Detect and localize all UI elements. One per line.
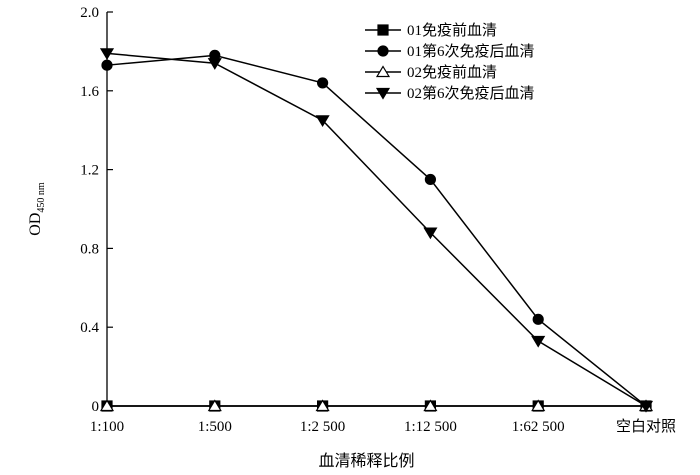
legend: 01免疫前血清 01第6次免疫后血清 02免疫前血清 02第6次免疫后血清	[365, 22, 535, 102]
data-point	[315, 115, 330, 128]
axes	[106, 12, 646, 407]
y-tick-label: 2.0	[80, 5, 99, 21]
legend-label: 01第6次免疫后血清	[407, 42, 535, 60]
data-point	[423, 399, 438, 412]
x-tick-label: 1:2 500	[300, 419, 345, 435]
data-point	[531, 335, 546, 348]
y-tick-label: 1.2	[80, 163, 99, 179]
legend-marker	[375, 65, 391, 78]
legend-label: 02免疫前血清	[407, 64, 497, 81]
data-point	[99, 48, 115, 61]
legend-marker	[375, 87, 391, 100]
series-2	[101, 49, 652, 412]
legend-label: 01免疫前血清	[407, 22, 497, 39]
data-point	[99, 399, 115, 412]
data-point	[532, 313, 544, 325]
y-tick-label: 0.4	[80, 320, 99, 336]
data-point	[638, 400, 654, 413]
data-point	[207, 399, 222, 412]
y-axis-title-subscript: 450 nm	[36, 182, 47, 213]
x-tick-label: 1:100	[90, 419, 124, 435]
data-point	[101, 59, 113, 71]
data-point	[315, 399, 330, 412]
legend-item: 02第6次免疫后血清	[365, 84, 535, 102]
y-axis-title: OD450 nm	[27, 182, 47, 236]
y-axis-ticks: 0 0.4 0.8 1.2 1.6 2.0	[80, 5, 113, 415]
y-axis-title-main: OD	[27, 213, 44, 236]
series-3	[99, 399, 654, 412]
y-tick-label: 0.8	[80, 241, 99, 257]
legend-marker	[377, 24, 389, 36]
data-point	[207, 58, 222, 70]
data-point	[531, 399, 546, 412]
data-point	[423, 227, 438, 240]
legend-label: 02第6次免疫后血清	[407, 84, 535, 102]
x-tick-label: 空白对照	[616, 418, 676, 435]
y-tick-label: 1.6	[80, 84, 99, 100]
legend-marker	[377, 45, 389, 57]
x-tick-label: 1:500	[198, 419, 232, 435]
legend-item: 01免疫前血清	[365, 22, 497, 39]
y-tick-label: 0	[92, 399, 100, 415]
legend-item: 01第6次免疫后血清	[365, 42, 535, 60]
series-line	[106, 54, 647, 407]
data-point	[317, 77, 329, 89]
x-tick-label: 1:62 500	[512, 419, 565, 435]
data-point	[424, 173, 436, 186]
series-line	[106, 52, 647, 407]
series-4	[99, 48, 654, 413]
series-layer	[99, 48, 654, 413]
x-axis-title: 血清稀释比例	[318, 452, 414, 470]
x-tick-label: 1:12 500	[404, 419, 457, 435]
legend-item: 02免疫前血清	[365, 64, 497, 81]
